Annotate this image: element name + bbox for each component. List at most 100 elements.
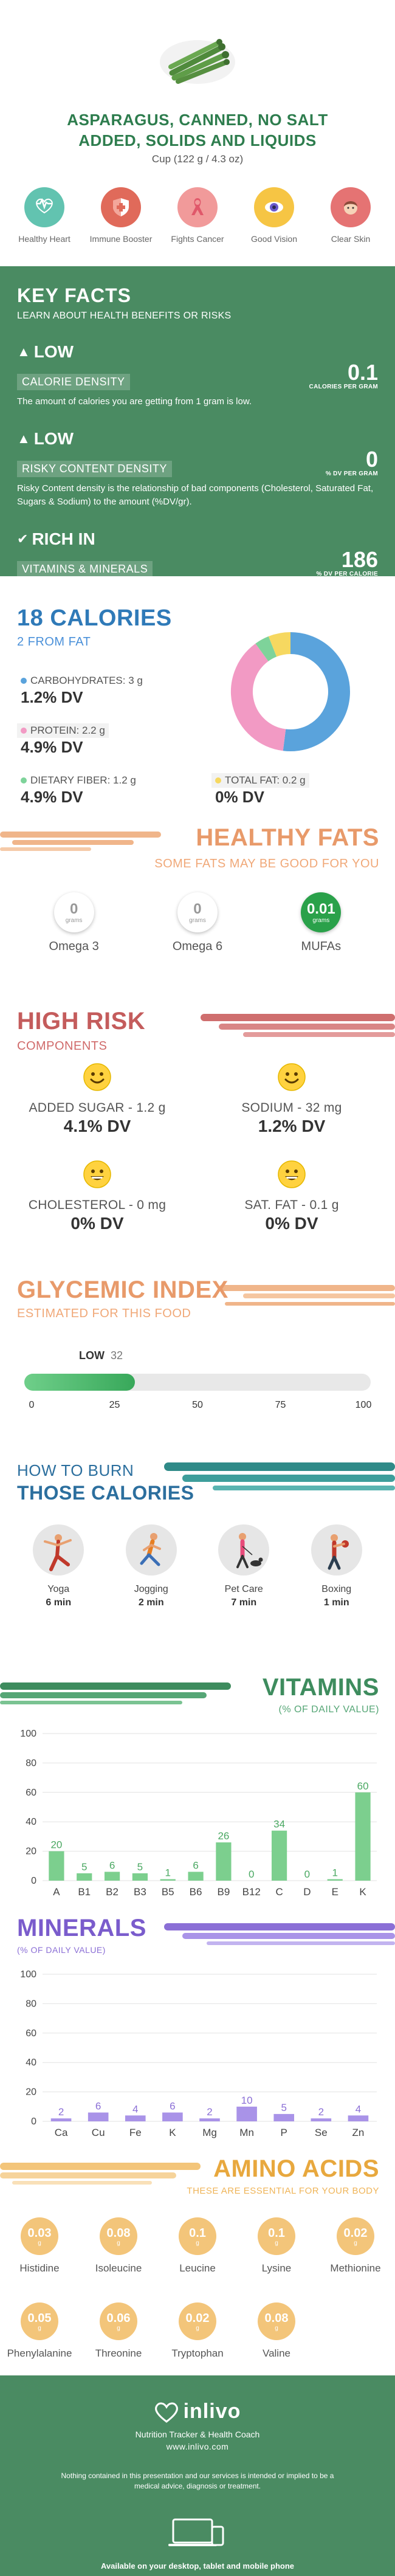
x-category-label: B1 bbox=[78, 1886, 91, 1898]
y-tick-label: 40 bbox=[26, 2058, 36, 2068]
bar bbox=[271, 1830, 287, 1881]
benefit-item: Healthy Heart bbox=[11, 187, 78, 266]
x-category-label: B2 bbox=[106, 1886, 118, 1898]
macro-dot bbox=[215, 777, 221, 783]
bar-value-label: 4 bbox=[132, 2103, 138, 2115]
fat-name: MUFAs bbox=[301, 940, 342, 953]
burn-activity-duration: 6 min bbox=[46, 1597, 72, 1608]
bar-value-label: 4 bbox=[355, 2103, 361, 2115]
bar bbox=[162, 2112, 183, 2121]
bar bbox=[216, 1842, 232, 1881]
burn-activity-circle bbox=[125, 1524, 177, 1576]
fats-header-stripes bbox=[0, 832, 161, 851]
amino-unit: g bbox=[38, 2239, 41, 2247]
amino-circle: 0.08 g bbox=[100, 2217, 137, 2255]
y-tick-label: 60 bbox=[26, 1788, 36, 1798]
benefit-label: Fights Cancer bbox=[171, 234, 224, 244]
amino-name: Methionine bbox=[330, 2262, 381, 2274]
minerals-chart: 0 20 40 60 80 100 2 Ca 6 Cu 4 Fe 6 K 2 Mg 10 Mn 5 P 2 Se 4 Zn bbox=[20, 1969, 377, 2138]
key-fact-unit: CALORIES PER GRAM bbox=[309, 384, 378, 390]
key-fact-level: ✔ RICH IN bbox=[17, 529, 153, 549]
key-fact-description: The amount of calories you are getting f… bbox=[17, 396, 252, 407]
macro-band: TOTAL FAT: 0.2 g bbox=[211, 773, 309, 788]
macro-dv: 4.9% DV bbox=[21, 738, 83, 756]
donut-slice bbox=[268, 632, 291, 657]
x-category-label: K bbox=[169, 2127, 176, 2138]
x-category-label: Ca bbox=[55, 2127, 68, 2138]
burn-activity-circle bbox=[218, 1524, 270, 1576]
smiley-icon bbox=[278, 1063, 306, 1091]
yoga-icon bbox=[44, 1534, 72, 1571]
benefit-circle bbox=[331, 187, 371, 227]
bar bbox=[188, 1872, 204, 1881]
burn-activity-duration: 1 min bbox=[323, 1597, 349, 1608]
key-fact-level-text: RICH IN bbox=[32, 529, 95, 548]
key-fact-row: ✔ RICH IN VITAMINS & MINERALS 186% DV PER C… bbox=[17, 529, 378, 577]
asparagus-image bbox=[160, 39, 235, 84]
amino-value: 0.03 bbox=[27, 2226, 52, 2240]
glycemic-tick: 50 bbox=[192, 1400, 203, 1410]
y-tick-label: 60 bbox=[26, 2028, 36, 2039]
amino-unit: g bbox=[275, 2324, 278, 2332]
footer: inlivo Nutrition Tracker & Health Coach … bbox=[0, 2375, 395, 2576]
brand-logo[interactable]: inlivo bbox=[154, 2400, 241, 2423]
risk-header-stripes bbox=[201, 1014, 395, 1037]
bar bbox=[88, 2112, 109, 2121]
glycemic-index-section: GLYCEMIC INDEX ESTIMATED FOR THIS FOOD L… bbox=[0, 1269, 395, 1452]
x-category-label: Se bbox=[315, 2127, 328, 2138]
key-fact-value-block: 186% DV PER CALORIE bbox=[316, 547, 378, 578]
benefit-circle bbox=[177, 187, 218, 227]
macro-label: CARBOHYDRATES: 3 g bbox=[30, 675, 143, 686]
amino-circle: 0.02 g bbox=[179, 2302, 216, 2340]
x-category-label: P bbox=[281, 2127, 287, 2138]
healthy-fats-section: HEALTHY FATS SOME FATS MAY BE GOOD FOR Y… bbox=[0, 819, 395, 1002]
key-fact-unit: % DV PER CALORIE bbox=[316, 571, 378, 577]
key-fact-label: VITAMINS & MINERALS bbox=[17, 561, 153, 577]
amino-item: 0.06 g Threonine bbox=[79, 2302, 158, 2360]
burn-activity-circle bbox=[311, 1524, 362, 1576]
minerals-title: MINERALS bbox=[17, 1915, 146, 1941]
macro-dv: 4.9% DV bbox=[21, 788, 83, 806]
key-fact-description: A good source of Vitamin K (helps preven… bbox=[17, 584, 340, 607]
amino-unit: g bbox=[38, 2324, 41, 2332]
fat-unit: grams bbox=[189, 917, 206, 924]
fat-name: Omega 3 bbox=[49, 940, 99, 953]
hero bbox=[0, 0, 395, 109]
burn-activity-duration: 7 min bbox=[231, 1597, 257, 1608]
brand-url[interactable]: www.inlivo.com bbox=[166, 2441, 229, 2451]
healthy-fats-title: HEALTHY FATS bbox=[196, 824, 379, 851]
serving-size: Cup (122 g / 4.3 oz) bbox=[151, 153, 244, 165]
amino-name: Threonine bbox=[95, 2347, 142, 2359]
amino-unit: g bbox=[196, 2239, 199, 2247]
key-fact-tags: ▲ LOW RISKY CONTENT DENSITY bbox=[17, 429, 172, 477]
availability-note: Available on your desktop, tablet and mo… bbox=[100, 2561, 295, 2571]
amino-value: 0.05 bbox=[27, 2311, 52, 2325]
macro-dot bbox=[21, 678, 27, 684]
key-fact-unit: % DV PER GRAM bbox=[325, 470, 378, 477]
key-fact-level: ▲ LOW bbox=[17, 429, 172, 449]
key-fact-value: 186 bbox=[341, 547, 378, 572]
macro-donut-chart bbox=[231, 632, 350, 751]
bar-value-label: 2 bbox=[58, 2106, 64, 2118]
macro-label: PROTEIN: 2.2 g bbox=[30, 725, 105, 736]
pet-care-icon bbox=[236, 1533, 263, 1568]
bar-value-label: 1 bbox=[165, 1867, 171, 1879]
disclaimer: Nothing contained in this presentation a… bbox=[61, 2471, 334, 2490]
glycemic-level: LOW 32 bbox=[79, 1349, 123, 1362]
fat-circle: 0 grams bbox=[177, 892, 218, 932]
amino-name: Leucine bbox=[179, 2262, 216, 2274]
glycemic-subtitle: ESTIMATED FOR THIS FOOD bbox=[17, 1307, 191, 1320]
benefits-row: Healthy Heart Immune Booster Fights Cancer… bbox=[0, 187, 395, 266]
amino-item: 0.05 g Phenylalanine bbox=[0, 2302, 79, 2360]
x-category-label: Mn bbox=[239, 2127, 254, 2138]
x-category-label: K bbox=[359, 1886, 366, 1898]
bar-value-label: 0 bbox=[304, 1868, 310, 1880]
amino-circle: 0.1 g bbox=[258, 2217, 295, 2255]
key-facts-title: KEY FACTS bbox=[17, 284, 131, 306]
amino-name: Isoleucine bbox=[95, 2262, 142, 2274]
amino-value: 0.08 bbox=[264, 2311, 289, 2325]
glycemic-tick: 100 bbox=[355, 1400, 372, 1410]
x-category-label: C bbox=[275, 1886, 283, 1898]
fat-item: 0.01 grams MUFAs bbox=[272, 892, 369, 954]
flame-icon: ▲ bbox=[17, 344, 30, 359]
